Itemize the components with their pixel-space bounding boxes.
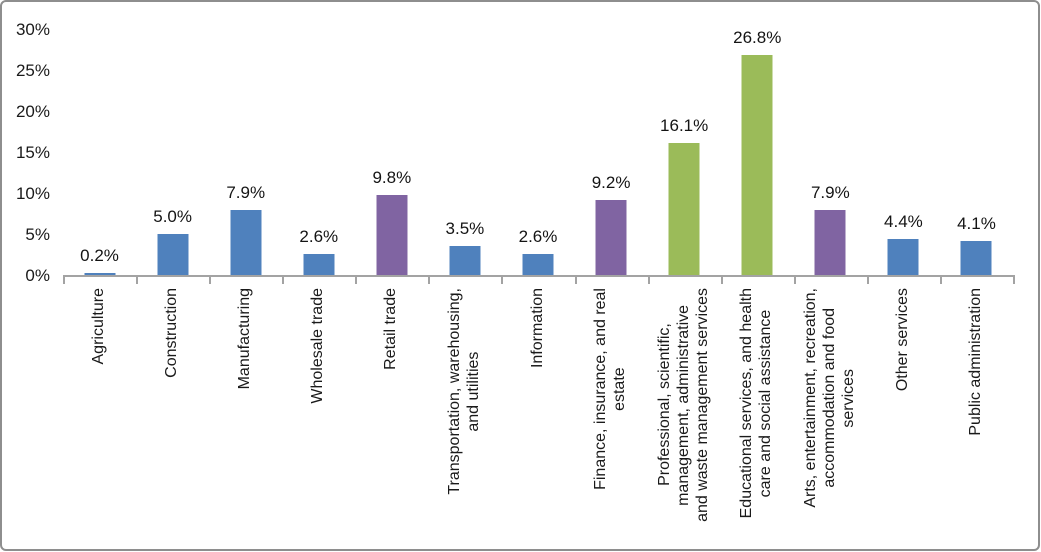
category-label: Transportation, warehousing, and utiliti… [446, 288, 482, 495]
y-axis-tick-label: 20% [15, 102, 50, 121]
bar-value-label: 0.2% [80, 246, 119, 266]
category-label: Arts, entertainment, recreation, accommo… [802, 288, 857, 508]
bar [376, 194, 408, 275]
category-label-column: Educational services, and health care an… [721, 288, 794, 544]
bar-value-label: 9.2% [591, 172, 631, 192]
category-label: Finance, insurance, and real estate [592, 288, 629, 490]
category-label: Educational services, and health care an… [738, 288, 775, 519]
bar [157, 234, 189, 275]
x-axis-tick [648, 275, 650, 284]
bar-value-label: 3.5% [445, 219, 485, 239]
x-axis-tick [428, 275, 430, 284]
x-axis-tick [282, 275, 284, 284]
category-label: Wholesale trade [309, 288, 327, 404]
category-label-column: Finance, insurance, and real estate [575, 288, 648, 544]
category-label: Professional, scientific, management, ad… [655, 288, 711, 522]
bar-column: 4.4% [867, 29, 940, 275]
x-axis-tick [940, 275, 942, 284]
y-axis-tick-label: 30% [15, 20, 50, 39]
bar-column: 2.6% [282, 29, 355, 275]
category-label-column: Transportation, warehousing, and utiliti… [428, 288, 501, 544]
bar-value-label: 4.4% [884, 211, 923, 231]
category-label: Retail trade [382, 288, 400, 370]
bar-column: 26.8% [721, 28, 794, 275]
bar-column: 3.5% [428, 29, 501, 275]
bar-value-label: 2.6% [518, 226, 558, 246]
bar [84, 273, 116, 275]
x-axis-line [63, 275, 1014, 277]
x-axis-tick [136, 275, 138, 284]
bars-layer: 0.2% 5.0% 7.9% 2.6% 9.8% 3.5% 2.6% 9.2% 16.1% 26.… [63, 28, 1013, 275]
bar-column: 2.6% [501, 29, 574, 275]
x-axis-tick [575, 275, 577, 284]
bar-value-label: 4.1% [957, 214, 996, 234]
y-axis-tick-label: 10% [15, 184, 50, 203]
bar [741, 55, 773, 275]
category-label: Other services [893, 288, 911, 392]
category-label: Construction [163, 288, 181, 378]
bar-column: 9.2% [575, 29, 648, 275]
x-axis-tick [794, 275, 796, 284]
bar-column: 7.9% [794, 29, 867, 275]
bar [814, 210, 846, 275]
category-label-column: Agriculture [63, 288, 136, 544]
category-label-column: Other services [867, 288, 940, 544]
bar-value-label: 7.9% [226, 183, 266, 203]
bar [522, 253, 554, 275]
category-label-column: Professional, scientific, management, ad… [648, 288, 721, 544]
y-axis-tick-label: 15% [15, 143, 50, 162]
bar-column: 5.0% [136, 29, 209, 275]
bar-column: 4.1% [940, 29, 1013, 275]
bar [230, 210, 262, 275]
bar-value-label: 2.6% [299, 226, 339, 246]
x-axis-tick [63, 275, 65, 284]
category-label-column: Information [501, 288, 574, 544]
x-axis-tick [501, 275, 503, 284]
bar-value-label: 16.1% [660, 115, 709, 135]
bar [668, 142, 700, 275]
category-label-column: Public administration [940, 288, 1013, 544]
bar-value-label: 9.8% [372, 167, 412, 187]
y-axis-tick-label: 5% [25, 225, 50, 244]
category-label-column: Construction [136, 288, 209, 544]
y-axis-tick-label: 0% [25, 266, 50, 285]
bar-value-label: 7.9% [810, 183, 850, 203]
bar [960, 241, 992, 275]
x-axis-labels: Agriculture Construction Manufacturing Whol… [63, 288, 1013, 544]
category-label-column: Manufacturing [209, 288, 282, 544]
category-label: Agriculture [90, 288, 108, 365]
bar [449, 246, 481, 275]
bar [595, 199, 627, 275]
category-label-column: Retail trade [355, 288, 428, 544]
x-axis-tick [355, 275, 357, 284]
category-label: Manufacturing [236, 288, 254, 390]
category-label: Public administration [967, 288, 985, 436]
bar [887, 238, 919, 275]
bar-column: 0.2% [63, 29, 136, 275]
x-axis-tick [721, 275, 723, 284]
bar-value-label: 5.0% [153, 207, 192, 226]
bar-column: 9.8% [355, 29, 428, 275]
bar-column: 16.1% [648, 29, 721, 275]
x-axis-tick [1013, 275, 1015, 284]
x-axis-tick [209, 275, 211, 284]
bar-column: 7.9% [209, 29, 282, 275]
category-label-column: Arts, entertainment, recreation, accommo… [794, 288, 867, 544]
y-axis-tick-label: 25% [15, 61, 50, 80]
x-axis-tick [867, 275, 869, 284]
bar [303, 253, 335, 275]
category-label-column: Wholesale trade [282, 288, 355, 544]
bar-value-label: 26.8% [733, 28, 782, 48]
category-label: Information [528, 288, 546, 369]
